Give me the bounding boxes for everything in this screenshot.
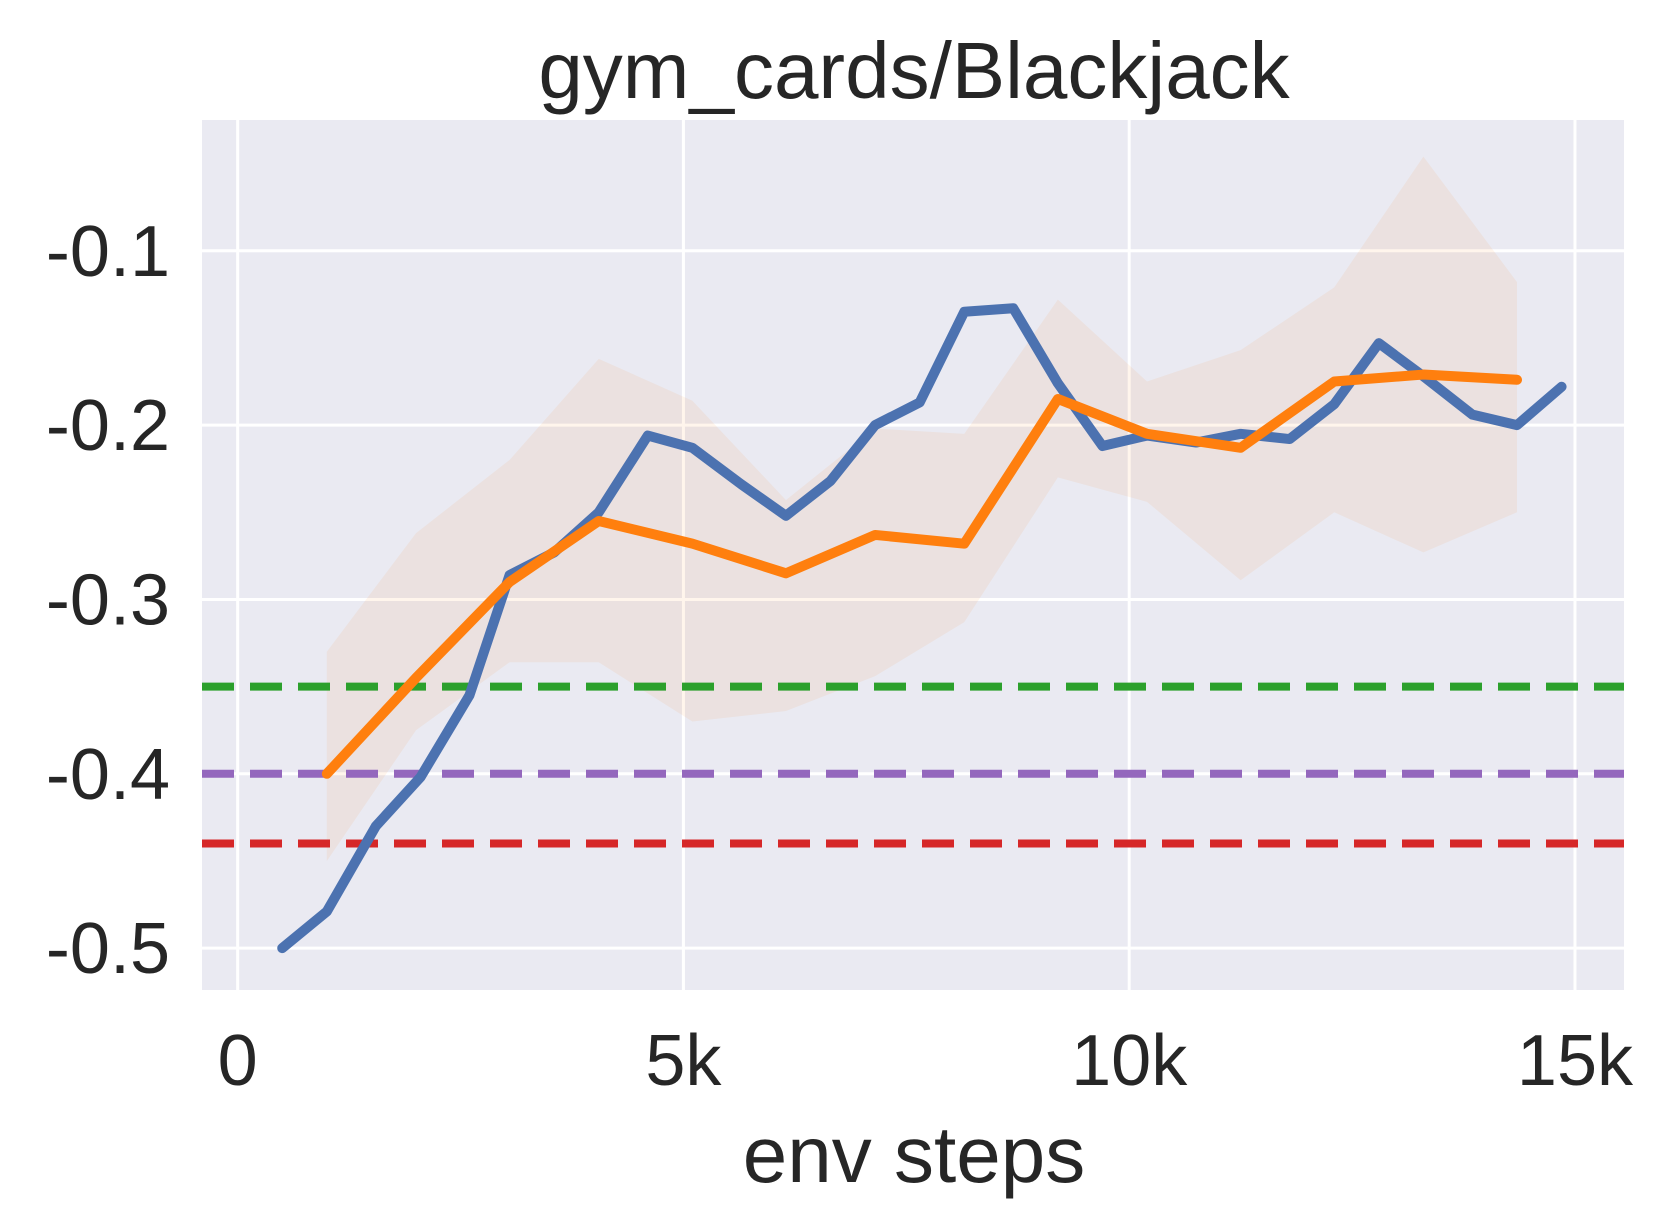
x-tick-label-0: 0 — [218, 1021, 258, 1101]
x-tick-label-2: 10k — [1071, 1021, 1188, 1101]
y-tick-label-4: -0.5 — [46, 909, 170, 989]
confidence-bands — [326, 156, 1518, 861]
series-lines — [277, 303, 1567, 954]
plot-area — [202, 120, 1624, 990]
grid — [202, 120, 1624, 990]
x-tick-label-3: 15k — [1517, 1021, 1634, 1101]
x-axis-label: env steps — [743, 1110, 1085, 1199]
x-tick-labels: 0 5k 10k 15k — [218, 1021, 1634, 1101]
y-tick-labels: -0.1 -0.2 -0.3 -0.4 -0.5 — [46, 212, 170, 989]
y-tick-label-3: -0.4 — [46, 735, 170, 815]
series-1-band — [326, 156, 1518, 861]
y-tick-label-2: -0.3 — [46, 560, 170, 640]
chart-title: gym_cards/Blackjack — [538, 26, 1290, 115]
y-tick-label-0: -0.1 — [46, 212, 170, 292]
x-tick-label-1: 5k — [645, 1021, 722, 1101]
y-tick-label-1: -0.2 — [46, 386, 170, 466]
series-1-line — [321, 369, 1523, 779]
